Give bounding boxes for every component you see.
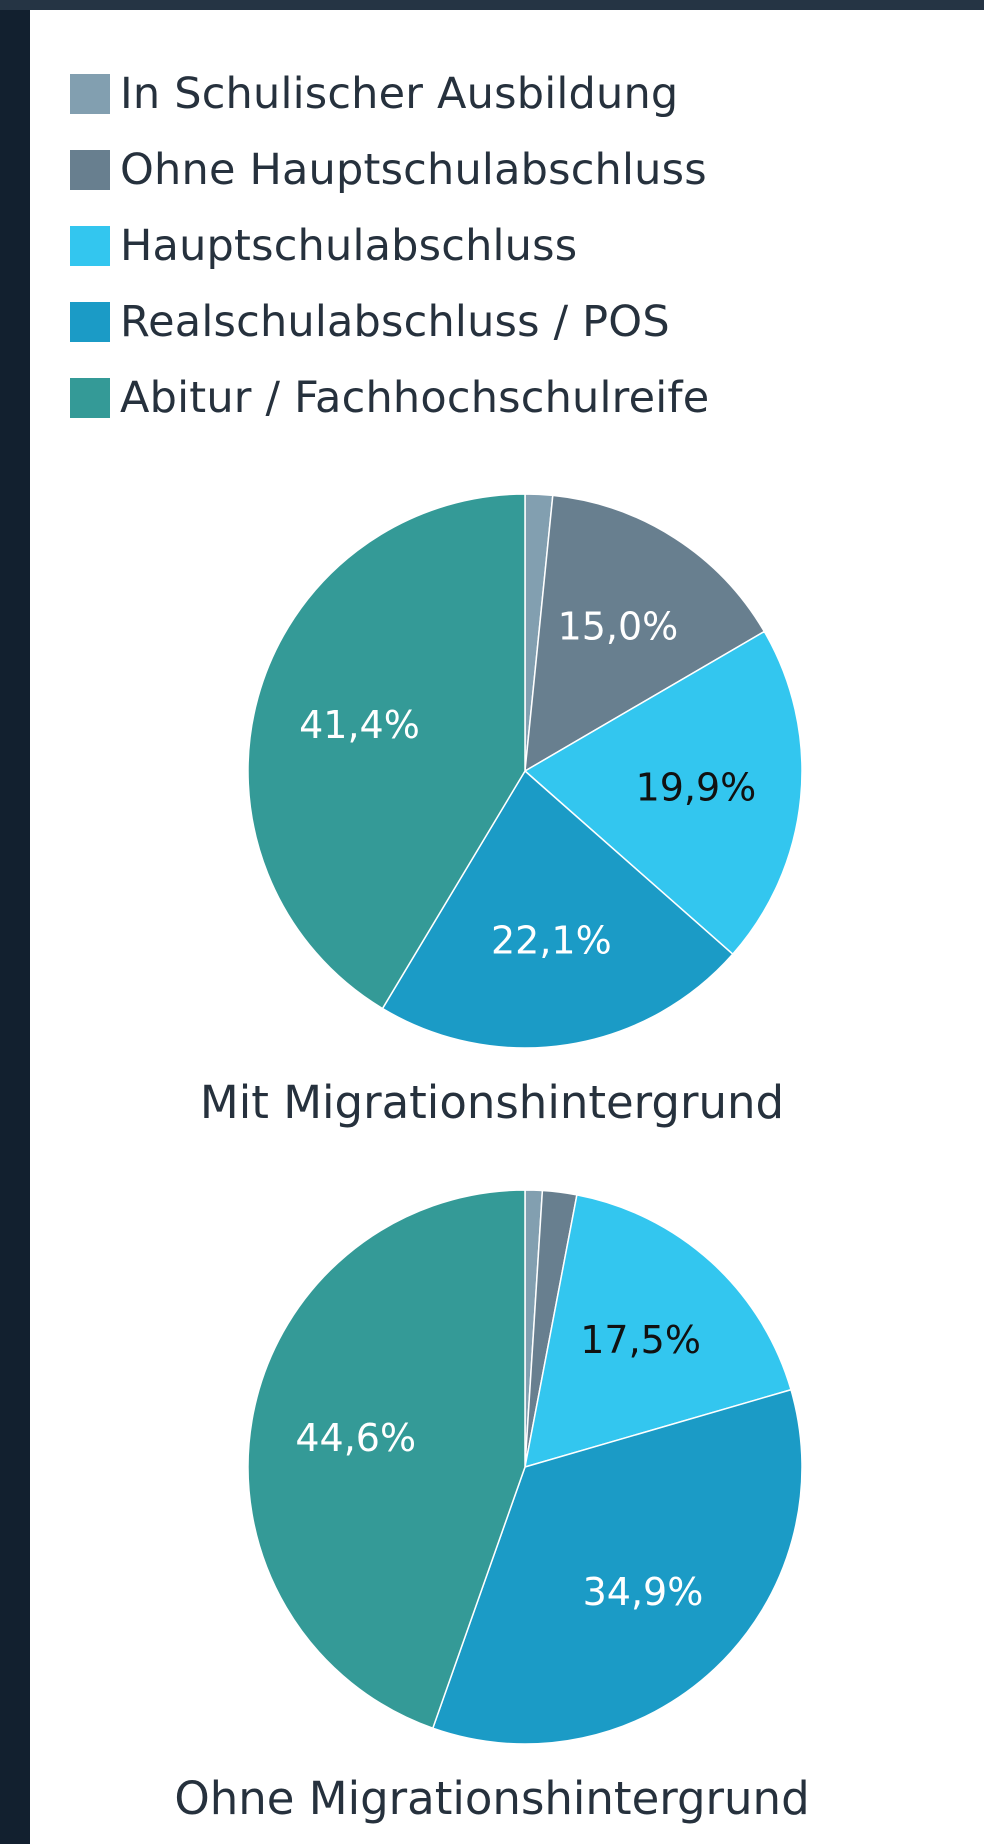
legend-item-abitur-fachhochschulreife[interactable]: Abitur / Fachhochschulreife [70,360,709,436]
pie-slice-abitur-fachhochschulreife[interactable] [247,493,526,1010]
pie-data-label-abitur-fachhochschulreife: 41,4% [299,703,420,747]
legend-label: Ohne Hauptschulabschluss [120,145,707,195]
pie-data-label-hauptschulabschluss: 17,5% [580,1318,701,1362]
legend-swatch [70,378,110,418]
legend-item-ohne-hauptschulabschluss[interactable]: Ohne Hauptschulabschluss [70,132,709,208]
pie-data-label-abitur-fachhochschulreife: 44,6% [295,1416,416,1460]
pie-data-label-realschulabschluss-pos: 22,1% [491,919,612,963]
chart-legend: In Schulischer Ausbildung Ohne Hauptschu… [70,56,709,436]
pie-data-label-realschulabschluss-pos: 34,9% [583,1570,704,1614]
pie-slice-hauptschulabschluss[interactable] [524,1194,792,1469]
legend-label: Abitur / Fachhochschulreife [120,373,710,423]
legend-swatch [70,302,110,342]
pie-title-mit-migrationshintergrund: Mit Migrationshintergrund [199,1076,785,1129]
legend-item-hauptschulabschluss[interactable]: Hauptschulabschluss [70,208,709,284]
pie-data-label-ohne-hauptschulabschluss: 15,0% [558,605,679,649]
legend-swatch [70,150,110,190]
pie-chart-ohne-migrationshintergrund: 17,5% 34,9% 44,6% [247,1189,803,1745]
pie-slice-hauptschulabschluss[interactable] [523,630,803,956]
legend-label: Hauptschulabschluss [120,221,578,271]
legend-label: In Schulischer Ausbildung [120,69,679,119]
pie-slice-ohne-hauptschulabschluss[interactable] [524,494,766,773]
pie-title-ohne-migrationshintergrund: Ohne Migrationshintergrund [174,1772,810,1825]
pie-chart-mit-migrationshintergrund: 15,0% 19,9% 22,1% 41,4% [247,493,803,1049]
top-bar [0,0,984,10]
legend-label: Realschulabschluss / POS [120,297,670,347]
legend-swatch [70,74,110,114]
legend-swatch [70,226,110,266]
pie-slice-abitur-fachhochschulreife[interactable] [247,1189,526,1730]
pie-data-label-hauptschulabschluss: 19,9% [636,766,757,810]
legend-item-realschulabschluss-pos[interactable]: Realschulabschluss / POS [70,284,709,360]
pie-slice-realschulabschluss-pos[interactable] [381,769,734,1049]
pie-slice-realschulabschluss-pos[interactable] [431,1388,803,1745]
legend-item-in-schulischer-ausbildung[interactable]: In Schulischer Ausbildung [70,56,709,132]
